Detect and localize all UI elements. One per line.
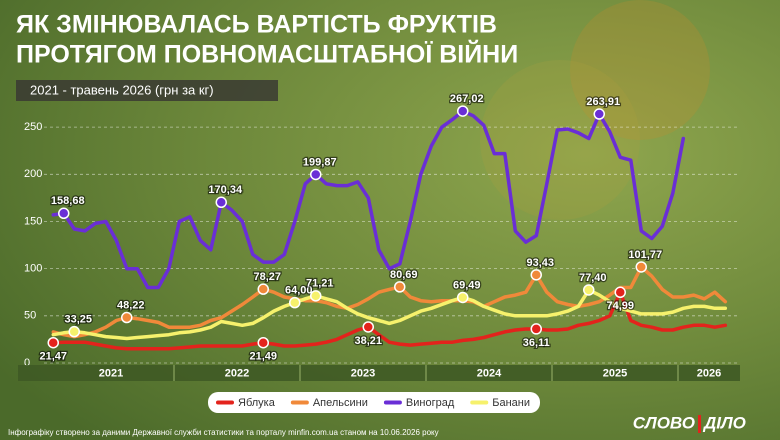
legend-label: Яблука (238, 397, 276, 409)
data-label: 78,27 (253, 271, 281, 283)
point-marker (583, 284, 595, 296)
y-tick-label: 150 (24, 215, 42, 227)
data-label: 21,49 (249, 351, 277, 363)
point-marker (47, 336, 59, 349)
subtitle-bar (16, 80, 278, 101)
point-marker (58, 207, 70, 220)
point-marker (530, 269, 542, 281)
series-line (51, 290, 728, 351)
y-tick-label: 50 (24, 310, 36, 322)
data-label: 93,43 (526, 257, 554, 269)
point-marker (593, 108, 605, 120)
point-marker (289, 296, 301, 309)
decor (570, 0, 710, 140)
data-label: 36,11 (523, 337, 550, 349)
chart-title: ЯК ЗМІНЮВАЛАСЬ ВАРТІСТЬ ФРУКТІВ (16, 11, 497, 39)
x-axis-band (18, 365, 740, 381)
data-label: 170,34 (208, 184, 243, 196)
x-tick-label: 2025 (603, 367, 627, 379)
y-tick-label: 0 (24, 357, 30, 369)
chart-title: ПРОТЯГОМ ПОВНОМАСШТАБНОЇ ВІЙНИ (16, 39, 518, 69)
data-label: 38,21 (354, 335, 382, 347)
data-label: 267,02 (450, 93, 484, 105)
logo: ДІЛО (702, 413, 746, 432)
point-marker (310, 168, 322, 181)
point-marker (457, 105, 469, 117)
x-tick-label: 2024 (477, 367, 502, 379)
x-tick-label: 2022 (225, 367, 249, 379)
point-marker (121, 311, 133, 324)
point-marker (530, 323, 542, 335)
y-tick-label: 100 (24, 263, 42, 275)
legend (208, 392, 540, 413)
point-marker (257, 283, 269, 295)
x-tick-label: 2026 (697, 367, 721, 379)
series-line (51, 265, 728, 339)
logo-bar (698, 415, 701, 433)
point-marker (457, 291, 469, 304)
data-label: 71,21 (306, 278, 334, 290)
data-label: 77,40 (579, 272, 607, 284)
data-label: 48,22 (117, 299, 145, 311)
footnote: Інфографіку створено за даними Державної… (8, 428, 439, 437)
y-tick-label: 250 (24, 121, 42, 133)
x-tick-label: 2023 (351, 367, 375, 379)
decor (480, 60, 640, 220)
logo: СЛОВО (633, 413, 695, 432)
subtitle: 2021 - травень 2026 (грн за кг) (30, 82, 214, 97)
point-marker (635, 261, 647, 273)
legend-label: Банани (492, 397, 530, 409)
point-marker (394, 281, 406, 293)
point-marker (68, 325, 80, 338)
series-line (51, 109, 686, 290)
x-tick-label: 2021 (99, 367, 123, 379)
data-label: 80,69 (390, 269, 418, 281)
legend-label: Апельсини (313, 397, 368, 409)
data-label: 74,99 (606, 300, 634, 312)
data-label: 21,47 (39, 351, 67, 363)
point-marker (614, 286, 626, 299)
data-label: 33,25 (64, 314, 92, 326)
point-marker (257, 336, 269, 349)
data-label: 158,68 (51, 195, 85, 207)
legend-label: Виноград (406, 397, 455, 409)
data-label: 69,49 (453, 279, 481, 291)
data-label: 101,77 (628, 249, 662, 261)
point-marker (362, 321, 374, 333)
point-marker (215, 196, 227, 209)
series-line (51, 288, 728, 341)
y-tick-label: 200 (24, 168, 42, 180)
point-marker (310, 290, 322, 302)
data-label: 199,87 (303, 156, 337, 168)
data-label: 263,91 (586, 96, 620, 108)
data-label: 64,00 (285, 285, 313, 297)
